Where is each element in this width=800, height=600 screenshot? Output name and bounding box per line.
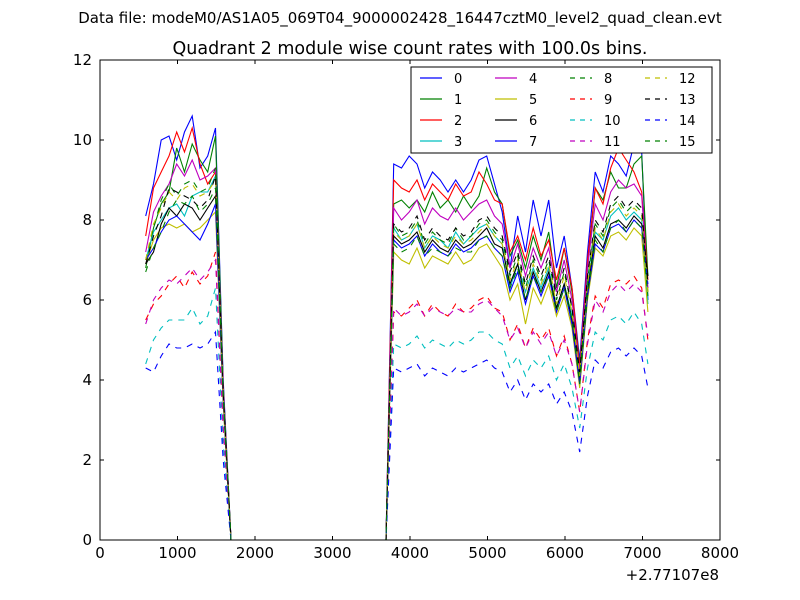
- series-line-13: [145, 175, 649, 540]
- legend-label-10: 10: [604, 114, 621, 129]
- series-line-11: [145, 258, 649, 540]
- x-tick-label: 1000: [158, 544, 196, 562]
- legend-label-0: 0: [454, 72, 462, 87]
- legend-label-13: 13: [679, 93, 696, 108]
- x-tick-label: 5000: [468, 544, 506, 562]
- legend-label-11: 11: [604, 135, 621, 150]
- x-axis-offset-label: +2.77107e8: [626, 566, 719, 584]
- x-tick-label: 4000: [391, 544, 429, 562]
- legend-label-4: 4: [529, 72, 537, 87]
- series-line-5: [145, 210, 649, 540]
- legend-label-6: 6: [529, 114, 537, 129]
- legend-label-3: 3: [454, 135, 462, 150]
- y-tick-label: 12: [73, 51, 92, 69]
- series-line-10: [145, 287, 649, 540]
- legend-label-5: 5: [529, 93, 537, 108]
- chart-title: Quadrant 2 module wise count rates with …: [173, 39, 648, 59]
- legend-frame: [410, 66, 713, 154]
- legend-label-7: 7: [529, 135, 537, 150]
- y-tick-label: 2: [82, 451, 92, 469]
- series-line-1: [145, 135, 649, 540]
- series-line-9: [145, 251, 649, 540]
- legend-label-9: 9: [604, 93, 612, 108]
- legend-label-12: 12: [679, 72, 696, 87]
- y-tick-label: 6: [82, 291, 92, 309]
- legend-label-8: 8: [604, 72, 612, 87]
- series-line-0: [145, 114, 649, 540]
- series-line-4: [145, 158, 649, 540]
- y-tick-label: 0: [82, 531, 92, 549]
- x-tick-label: 6000: [546, 544, 584, 562]
- series-line-12: [145, 178, 649, 540]
- series-line-14: [145, 330, 649, 540]
- series-line-7: [145, 203, 649, 540]
- legend-label-14: 14: [679, 114, 696, 129]
- legend-label-2: 2: [454, 114, 462, 129]
- x-tick-label: 8000: [701, 544, 739, 562]
- x-tick-label: 3000: [313, 544, 351, 562]
- chart-suptitle: Data file: modeM0/AS1A05_069T04_90000024…: [78, 9, 722, 28]
- series-line-8: [145, 167, 649, 540]
- legend-label-15: 15: [679, 135, 696, 150]
- y-tick-label: 10: [73, 131, 92, 149]
- legend-label-1: 1: [454, 93, 462, 108]
- y-tick-label: 8: [82, 211, 92, 229]
- series-layer: [145, 114, 649, 540]
- x-axis-ticks: 0 1000 2000 3000 4000 5000 6000 7000 8000: [95, 60, 739, 562]
- x-tick-label: 7000: [623, 544, 661, 562]
- series-line-15: [145, 187, 649, 540]
- x-tick-label: 2000: [236, 544, 274, 562]
- y-tick-label: 4: [82, 371, 92, 389]
- x-tick-label: 0: [95, 544, 105, 562]
